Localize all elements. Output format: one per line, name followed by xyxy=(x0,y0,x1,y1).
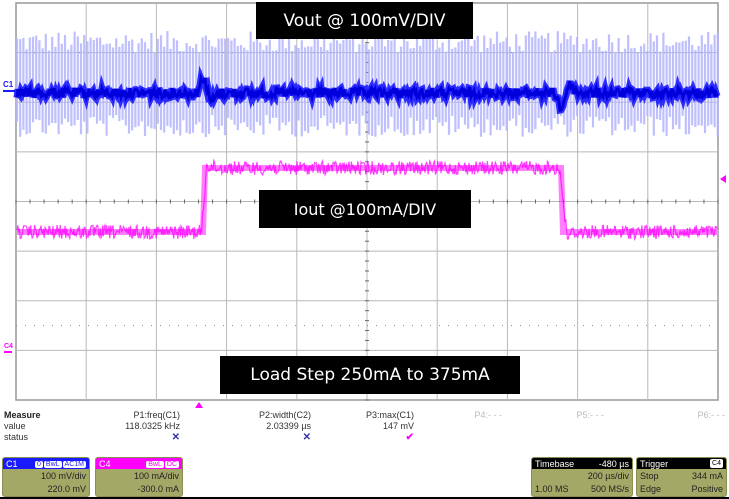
channel-id: C4 xyxy=(99,458,111,469)
param-value: 147 mV xyxy=(382,421,414,431)
channel-scale: 100 mA/div xyxy=(133,470,179,481)
value-row-label: value xyxy=(4,421,26,431)
channel-id: C1 xyxy=(6,458,18,469)
c4-offset-marker[interactable]: C4 xyxy=(4,343,13,353)
bandwidth-limit-flag: BwL xyxy=(43,461,62,468)
status-invalid-icon: ✕ xyxy=(171,432,180,443)
status-invalid-icon: ✕ xyxy=(302,432,311,443)
bandwidth-limit-flag: BwL xyxy=(146,461,164,468)
iout-annotation: Iout @100mA/DIV xyxy=(259,190,471,228)
channel-offset: -300.0 mA xyxy=(137,483,179,494)
offset-flag: 0 xyxy=(35,461,43,468)
trigger-descriptor[interactable]: Trigger C4 Stop 344 mA Edge Positive xyxy=(636,457,727,497)
measure-param-p1[interactable]: P1:freq(C1) 118.0325 kHz ✕ xyxy=(125,410,180,443)
param-name: P4:- - - xyxy=(474,410,502,420)
trigger-type: Edge xyxy=(640,483,662,494)
measure-row-labels: Measure value status xyxy=(4,410,41,443)
param-name: P3:max(C1) xyxy=(365,410,414,420)
param-value: 118.0325 kHz xyxy=(125,421,180,431)
trigger-slope: Positive xyxy=(691,483,723,494)
channel-c1-descriptor[interactable]: C1 0 BwL AC1M 100 mV/div 220.0 mV xyxy=(2,457,90,497)
param-value: 2.03399 µs xyxy=(266,421,311,431)
measure-param-p5[interactable]: P5:- - - xyxy=(576,410,604,421)
measure-param-p4[interactable]: P4:- - - xyxy=(474,410,502,421)
trigger-position-marker-icon[interactable] xyxy=(195,402,203,408)
channel-c4-descriptor[interactable]: C4 BwL DC 100 mA/div -300.0 mA xyxy=(95,457,183,497)
load-step-annotation: Load Step 250mA to 375mA xyxy=(220,356,520,394)
measure-param-p3[interactable]: P3:max(C1) 147 mV ✔ xyxy=(366,410,414,443)
timebase-descriptor[interactable]: Timebase -480 µs 200 µs/div 1.00 MS 500 … xyxy=(531,457,633,497)
vout-annotation: Vout @ 100mV/DIV xyxy=(256,2,473,39)
trigger-level: 344 mA xyxy=(691,470,723,481)
trigger-level-marker-icon[interactable] xyxy=(720,175,726,183)
timebase-scale: 200 µs/div xyxy=(587,470,629,481)
measurement-table: Measure value status P1:freq(C1) 118.032… xyxy=(0,410,729,455)
channel-offset: 220.0 mV xyxy=(47,483,86,494)
c1-offset-marker[interactable]: C1 xyxy=(3,80,16,92)
timebase-title: Timebase xyxy=(535,458,575,469)
bottom-border xyxy=(0,497,729,499)
trigger-source: C4 xyxy=(710,459,723,468)
channel-scale: 100 mV/div xyxy=(40,470,86,481)
measure-param-p6[interactable]: P6:- - - xyxy=(697,410,725,421)
coupling-flag: AC1M xyxy=(62,461,86,468)
timebase-samples: 1.00 MS xyxy=(535,483,569,494)
measure-param-p2[interactable]: P2:width(C2) 2.03399 µs ✕ xyxy=(259,410,311,443)
param-name: P6:- - - xyxy=(697,410,725,420)
trigger-mode: Stop xyxy=(640,470,659,481)
param-name: P1:freq(C1) xyxy=(133,410,180,420)
param-name: P2:width(C2) xyxy=(258,410,311,420)
trigger-title: Trigger xyxy=(640,458,669,469)
status-valid-icon: ✔ xyxy=(405,432,414,443)
status-row-label: status xyxy=(4,432,29,442)
waveform-plot xyxy=(13,2,721,401)
timebase-delay: -480 µs xyxy=(598,458,629,469)
param-name: P5:- - - xyxy=(576,410,604,420)
timebase-rate: 500 MS/s xyxy=(590,483,629,494)
waveform-display[interactable]: Vout @ 100mV/DIV Iout @100mA/DIV Load St… xyxy=(0,0,729,408)
measure-header: Measure xyxy=(4,410,41,420)
coupling-flag: DC xyxy=(164,461,179,468)
